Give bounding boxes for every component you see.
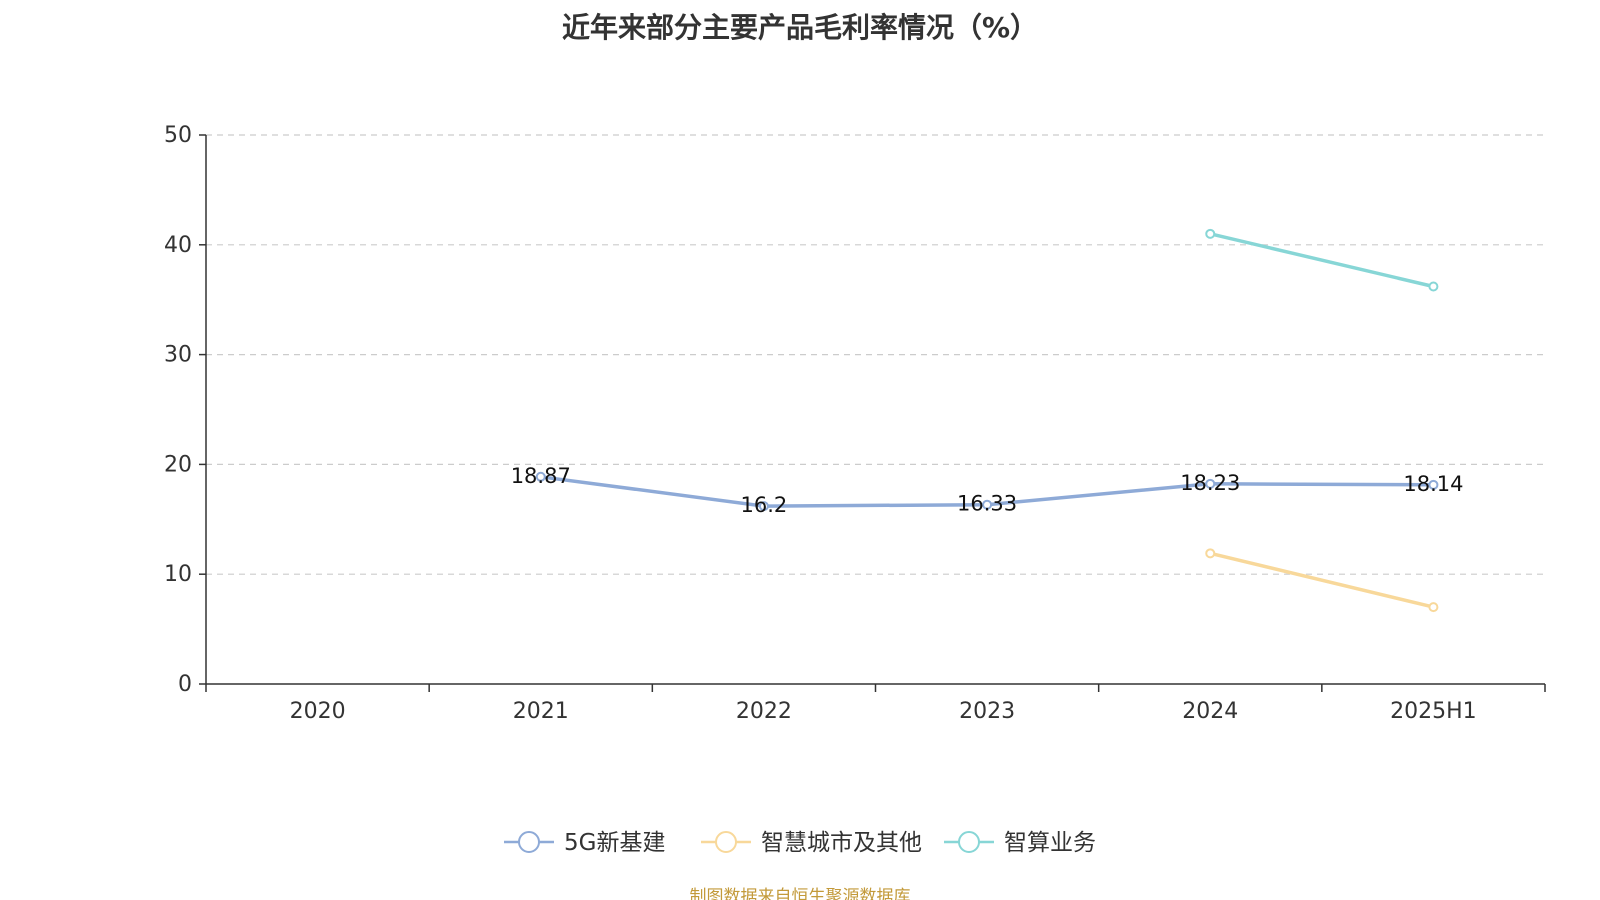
series-layer [535,228,1439,613]
x-tick-label: 2025H1 [1390,699,1477,724]
source-note: 制图数据来自恒生聚源数据库 [689,887,911,900]
legend-item-0[interactable]: 5G新基建 [504,830,665,856]
data-label: 18.14 [1403,472,1463,496]
legend-label: 智慧城市及其他 [761,830,922,856]
y-tick-label: 0 [178,672,192,697]
legend-label: 智算业务 [1004,830,1096,856]
data-point [1205,478,1216,489]
data-label: 18.87 [511,464,571,488]
data-point [1428,479,1439,490]
legend-item-1[interactable]: 智慧城市及其他 [701,830,922,856]
legend-circle-icon [518,831,540,853]
y-tick-label: 30 [164,343,192,368]
legend-label: 5G新基建 [564,830,665,856]
x-tick-label: 2023 [959,699,1015,724]
legend[interactable]: 5G新基建 智慧城市及其他 智算业务 [504,830,1096,856]
legend-item-2[interactable]: 智算业务 [944,830,1096,856]
data-label: 18.23 [1180,471,1240,495]
chart-title: 近年来部分主要产品毛利率情况（%） [561,11,1039,44]
data-point [1205,548,1216,559]
x-tick-label: 2022 [736,699,792,724]
data-point [982,499,993,510]
grid-layer [206,134,1545,575]
data-label: 16.2 [741,493,788,517]
series-line-1 [1209,551,1434,609]
y-tick-label: 50 [164,123,192,148]
data-label-layer: 18.87 16.2 16.33 18.23 18.14 [511,464,1464,517]
data-point [1205,228,1216,239]
data-point [1428,602,1439,613]
data-point [758,501,769,512]
data-point [535,471,546,482]
y-tick-label: 10 [164,562,192,587]
x-tick-label: 2021 [513,699,569,724]
legend-circle-icon [715,831,737,853]
y-tick-label: 20 [164,452,192,477]
legend-circle-icon [958,831,980,853]
data-point [1428,281,1439,292]
data-label: 16.33 [957,492,1017,516]
y-tick-label: 40 [164,233,192,258]
x-tick-label: 2024 [1182,699,1238,724]
axis-layer: 0 10 20 30 40 50 2020 2021 2022 2023 2024 2025H1 [164,123,1546,724]
series-line-2 [1209,232,1434,289]
x-tick-label: 2020 [290,699,346,724]
